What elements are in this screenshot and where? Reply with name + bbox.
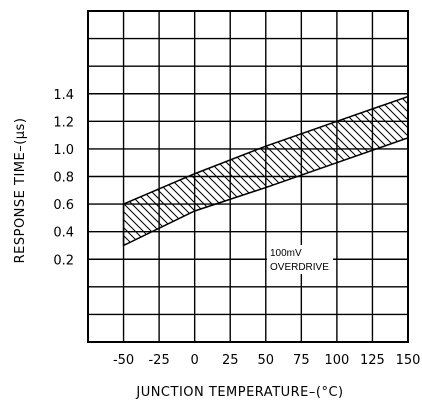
x-tick-label: 100 (324, 353, 349, 368)
y-tick-label: 1.4 (53, 88, 74, 103)
x-axis-label: JUNCTION TEMPERATURE–(°C) (135, 385, 343, 400)
y-tick-label: 0.8 (53, 171, 74, 186)
x-tick-label: 0 (191, 353, 199, 368)
y-tick-label: 0.2 (53, 253, 74, 268)
x-tick-label: 125 (360, 353, 385, 368)
y-tick-label: 1.0 (53, 143, 74, 158)
annotation-line-2: OVERDRIVE (270, 262, 329, 273)
x-tick-label: 25 (222, 353, 239, 368)
x-tick-labels: -50 -25 0 25 50 75 100 125 150 (113, 353, 420, 368)
x-tick-label: 150 (396, 353, 421, 368)
x-tick-label: -50 (113, 353, 134, 368)
y-axis-label: RESPONSE TIME–(μs) (13, 118, 28, 264)
y-tick-label: 0.6 (53, 198, 74, 213)
y-tick-label: 0.4 (53, 226, 74, 241)
x-tick-label: 75 (293, 353, 310, 368)
y-tick-labels: 0.2 0.4 0.6 0.8 1.0 1.2 1.4 (53, 88, 74, 269)
x-tick-label: 50 (258, 353, 275, 368)
y-tick-label: 1.2 (53, 115, 74, 130)
x-tick-label: -25 (148, 353, 169, 368)
annotation-line-1: 100mV (270, 248, 302, 259)
plot-frame (87, 10, 409, 343)
annotation-background (267, 245, 333, 274)
